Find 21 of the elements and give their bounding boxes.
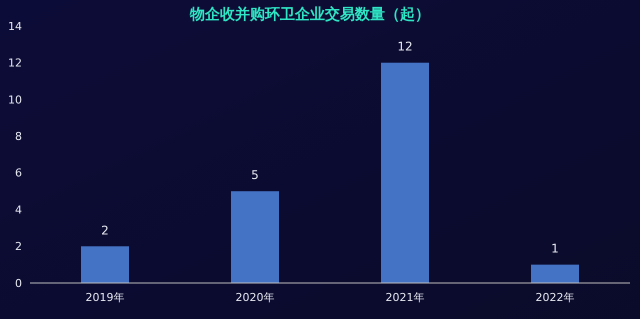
data-label: 2 xyxy=(101,223,109,238)
y-tick-label: 14 xyxy=(8,20,22,33)
x-tick-label: 2022年 xyxy=(536,291,574,304)
y-tick-label: 4 xyxy=(15,203,22,216)
y-tick-label: 2 xyxy=(15,240,22,254)
data-label: 5 xyxy=(251,168,259,182)
x-tick-label: 2021年 xyxy=(386,291,424,304)
x-tick-label: 2019年 xyxy=(86,291,124,304)
y-tick-label: 10 xyxy=(8,93,22,106)
chart-title: 物企收并购环卫企业交易数量（起） xyxy=(189,5,430,23)
y-tick-label: 6 xyxy=(15,166,22,180)
x-tick-label: 2020年 xyxy=(236,291,274,304)
bar xyxy=(531,264,579,283)
y-tick-label: 0 xyxy=(15,276,22,290)
y-tick-label: 12 xyxy=(8,56,22,70)
bar xyxy=(381,62,429,283)
bar xyxy=(231,191,279,283)
bar xyxy=(81,246,129,283)
data-label: 1 xyxy=(551,242,559,256)
data-label: 12 xyxy=(397,40,413,54)
y-tick-label: 8 xyxy=(15,130,22,143)
